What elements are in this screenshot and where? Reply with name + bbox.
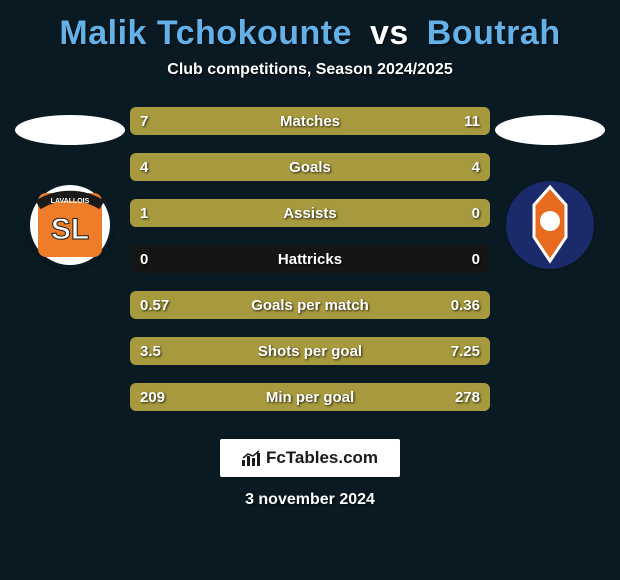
footer-site: FcTables.com bbox=[266, 448, 378, 468]
stat-bar: 0.570.36Goals per match bbox=[130, 291, 490, 319]
bar-value-left: 0.57 bbox=[130, 291, 179, 319]
stat-bar: 0 0Hattricks bbox=[130, 245, 490, 273]
left-team-badge: LAVALLOIS SL bbox=[26, 181, 114, 269]
bar-value-left: 4 bbox=[130, 153, 158, 181]
player1-name: Malik Tchokounte bbox=[59, 14, 352, 52]
right-ellipse bbox=[495, 115, 605, 145]
right-team-badge bbox=[506, 181, 594, 269]
svg-text:LAVALLOIS: LAVALLOIS bbox=[51, 198, 90, 205]
left-side: LAVALLOIS SL bbox=[10, 107, 130, 269]
left-badge-svg: LAVALLOIS SL bbox=[30, 185, 110, 265]
left-ellipse bbox=[15, 115, 125, 145]
bar-value-right: 0.36 bbox=[441, 291, 490, 319]
right-side bbox=[490, 107, 610, 269]
bar-fill-left bbox=[130, 199, 490, 227]
stat-bar: 10Assists bbox=[130, 199, 490, 227]
footer-date: 3 november 2024 bbox=[0, 491, 620, 509]
bar-value-left: 3.5 bbox=[130, 337, 171, 365]
vs-label: vs bbox=[370, 14, 409, 52]
player2-name: Boutrah bbox=[427, 14, 561, 52]
stat-bar: 209278Min per goal bbox=[130, 383, 490, 411]
bar-value-right: 0 bbox=[462, 199, 490, 227]
main-area: LAVALLOIS SL 711Matches44Goals10Assists0… bbox=[0, 107, 620, 411]
subtitle: Club competitions, Season 2024/2025 bbox=[0, 61, 620, 79]
bar-value-right: 11 bbox=[454, 107, 490, 135]
stat-bar: 3.57.25Shots per goal bbox=[130, 337, 490, 365]
bar-value-right: 4 bbox=[462, 153, 490, 181]
page-title: Malik Tchokounte vs Boutrah bbox=[0, 14, 620, 53]
bar-value-right: 278 bbox=[445, 383, 490, 411]
svg-text:SL: SL bbox=[51, 213, 89, 246]
chart-icon bbox=[242, 450, 262, 466]
bar-value-right: 0 bbox=[462, 245, 490, 273]
right-badge-svg bbox=[506, 181, 594, 269]
bar-label: Hattricks bbox=[130, 245, 490, 273]
bar-value-left: 209 bbox=[130, 383, 175, 411]
bar-value-left: 1 bbox=[130, 199, 158, 227]
stat-bar: 711Matches bbox=[130, 107, 490, 135]
bar-value-right: 7.25 bbox=[441, 337, 490, 365]
bar-value-left: 7 bbox=[130, 107, 158, 135]
stat-bar: 44Goals bbox=[130, 153, 490, 181]
stat-bars: 711Matches44Goals10Assists00Hattricks0.5… bbox=[130, 107, 490, 411]
bar-value-left: 0 bbox=[130, 245, 158, 273]
footer-logo: FcTables.com bbox=[220, 439, 400, 477]
comparison-infographic: Malik Tchokounte vs Boutrah Club competi… bbox=[0, 0, 620, 580]
